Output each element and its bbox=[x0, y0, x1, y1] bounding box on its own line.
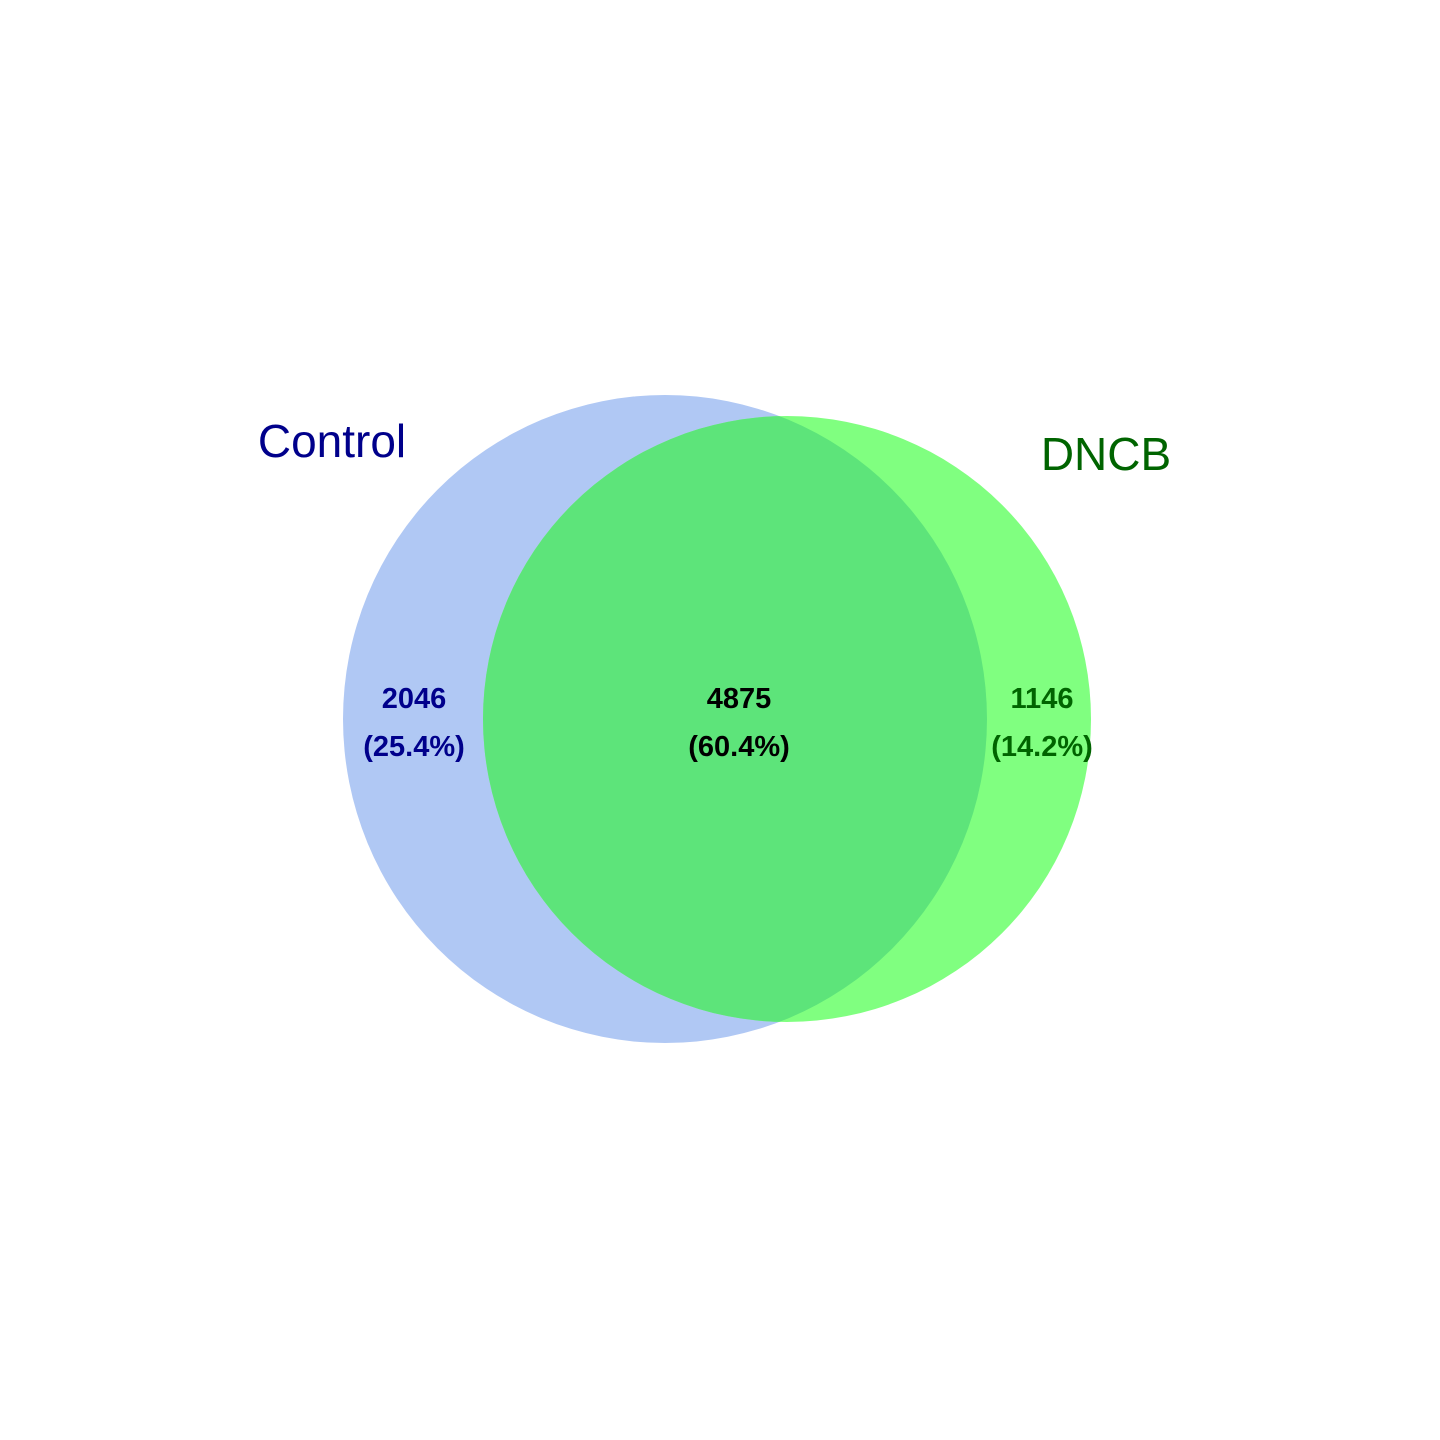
intersection-percent: (60.4%) bbox=[688, 731, 790, 763]
control-only-count: 2046 bbox=[382, 683, 447, 715]
dncb-only-count: 1146 bbox=[1011, 683, 1074, 715]
control-set-label: Control bbox=[258, 415, 406, 467]
control-only-percent: (25.4%) bbox=[363, 731, 465, 763]
intersection-count: 4875 bbox=[707, 683, 772, 715]
dncb-only-percent: (14.2%) bbox=[991, 731, 1093, 763]
intersection-region bbox=[483, 416, 987, 1022]
dncb-set-label: DNCB bbox=[1041, 428, 1171, 480]
